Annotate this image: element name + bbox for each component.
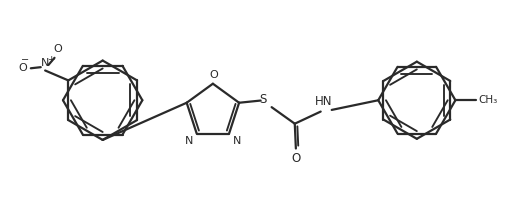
Text: N: N: [233, 136, 242, 146]
Text: N: N: [184, 136, 193, 146]
Text: O: O: [291, 152, 300, 165]
Text: CH₃: CH₃: [478, 95, 497, 105]
Text: −: −: [20, 55, 29, 65]
Text: +: +: [47, 55, 55, 64]
Text: O: O: [209, 70, 218, 80]
Text: N: N: [40, 58, 49, 68]
Text: HN: HN: [314, 95, 332, 108]
Text: O: O: [53, 44, 61, 54]
Text: S: S: [260, 94, 267, 107]
Text: O: O: [19, 63, 27, 73]
